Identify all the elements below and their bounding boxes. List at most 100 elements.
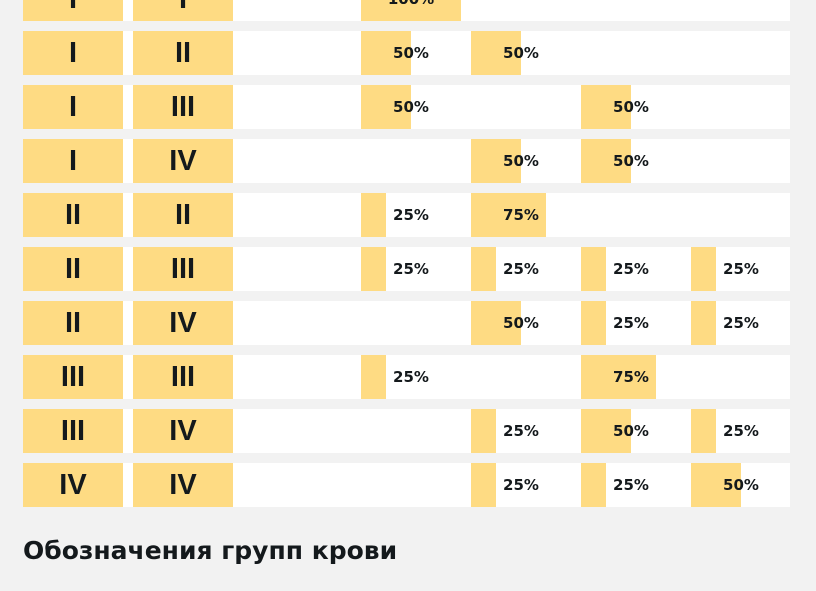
child-probability-cell: 75% <box>471 193 571 237</box>
child-probability-cell: 50% <box>691 463 791 507</box>
parent1-group: II <box>23 247 123 291</box>
probability-bar <box>691 409 716 453</box>
child-probability-cell: 25% <box>471 409 571 453</box>
table-row: II II 25% 75% <box>23 193 790 237</box>
probability-bar <box>471 139 521 183</box>
probability-bar <box>361 85 411 129</box>
child-probability-cell: 25% <box>581 301 681 345</box>
parent2-group: I <box>133 0 233 21</box>
probability-bar <box>581 355 656 399</box>
probability-bar <box>581 139 631 183</box>
child-probability-cell: 50% <box>581 85 681 129</box>
child-probability-cell: 25% <box>581 247 681 291</box>
table-row: I III 50% 50% <box>23 85 790 129</box>
probability-bar <box>361 31 411 75</box>
probability-label: 25% <box>393 368 429 386</box>
child-probability-cell: 25% <box>361 355 461 399</box>
parent1-group: IV <box>23 463 123 507</box>
parent1-group: I <box>23 0 123 21</box>
probability-label: 50% <box>503 152 539 170</box>
child-probability-cell: 25% <box>361 193 461 237</box>
probability-bar <box>361 355 386 399</box>
child-probability-cell: 50% <box>361 31 461 75</box>
probability-label: 25% <box>503 422 539 440</box>
probability-label: 50% <box>503 314 539 332</box>
child-probability-cell: 100% <box>361 0 461 21</box>
table-row: II III 25% 25% 25% 25% <box>23 247 790 291</box>
probability-label: 25% <box>723 314 759 332</box>
child-probability-cell: 25% <box>691 247 791 291</box>
probability-bar <box>691 301 716 345</box>
parent2-group: III <box>133 85 233 129</box>
probability-label: 75% <box>613 368 649 386</box>
table-row: I II 50% 50% <box>23 31 790 75</box>
parent2-group: IV <box>133 301 233 345</box>
probability-bar <box>471 193 546 237</box>
parent2-group: II <box>133 31 233 75</box>
probability-label: 25% <box>393 260 429 278</box>
probability-label: 25% <box>723 260 759 278</box>
probability-label: 50% <box>613 422 649 440</box>
child-probability-cell: 50% <box>471 31 571 75</box>
child-probability-cell: 25% <box>691 409 791 453</box>
probability-label: 50% <box>613 98 649 116</box>
probability-label: 25% <box>503 260 539 278</box>
probability-label: 25% <box>613 314 649 332</box>
parent1-group: II <box>23 301 123 345</box>
parent2-group: II <box>133 193 233 237</box>
child-probability-cell: 50% <box>361 85 461 129</box>
parent2-group: III <box>133 247 233 291</box>
parent1-group: III <box>23 355 123 399</box>
child-probability-cell: 75% <box>581 355 681 399</box>
parent1-group: II <box>23 193 123 237</box>
table-row: III III 25% 75% <box>23 355 790 399</box>
probability-label: 25% <box>613 260 649 278</box>
probability-label: 50% <box>723 476 759 494</box>
child-probability-cell: 25% <box>691 301 791 345</box>
probability-bar <box>691 463 741 507</box>
parent1-group: I <box>23 85 123 129</box>
probability-bar <box>581 85 631 129</box>
table-row: II 100% <box>23 0 790 21</box>
probability-bar <box>691 247 716 291</box>
probability-bar <box>471 301 521 345</box>
table-row: I IV 50% 50% <box>23 139 790 183</box>
probability-bar <box>471 463 496 507</box>
parent1-group: I <box>23 31 123 75</box>
probability-bar <box>361 0 461 21</box>
probability-bar <box>471 247 496 291</box>
child-probability-cell: 50% <box>581 409 681 453</box>
child-probability-cell: 25% <box>361 247 461 291</box>
parent2-group: IV <box>133 139 233 183</box>
probability-label: 50% <box>613 152 649 170</box>
probability-label: 75% <box>503 206 539 224</box>
probability-label: 25% <box>393 206 429 224</box>
probability-bar <box>581 247 606 291</box>
child-probability-cell: 50% <box>471 301 571 345</box>
probability-label: 50% <box>503 44 539 62</box>
parent2-group: IV <box>133 409 233 453</box>
child-probability-cell: 50% <box>471 139 571 183</box>
probability-bar <box>581 463 606 507</box>
child-probability-cell: 25% <box>471 463 571 507</box>
parent1-group: I <box>23 139 123 183</box>
child-probability-cell: 50% <box>581 139 681 183</box>
table-row: III IV 25% 50% 25% <box>23 409 790 453</box>
parent1-group: III <box>23 409 123 453</box>
probability-bar <box>581 409 631 453</box>
child-probability-cell: 25% <box>581 463 681 507</box>
probability-label: 25% <box>503 476 539 494</box>
probability-label: 25% <box>723 422 759 440</box>
section-heading: Обозначения групп крови <box>23 536 398 565</box>
probability-bar <box>581 301 606 345</box>
parent2-group: IV <box>133 463 233 507</box>
table-row: IV IV 25% 25% 50% <box>23 463 790 507</box>
table-row: II IV 50% 25% 25% <box>23 301 790 345</box>
probability-bar <box>471 31 521 75</box>
probability-label: 25% <box>613 476 649 494</box>
child-probability-cell: 25% <box>471 247 571 291</box>
probability-label: 50% <box>393 98 429 116</box>
probability-bar <box>361 193 386 237</box>
probability-label: 100% <box>361 0 461 21</box>
probability-bar <box>471 409 496 453</box>
